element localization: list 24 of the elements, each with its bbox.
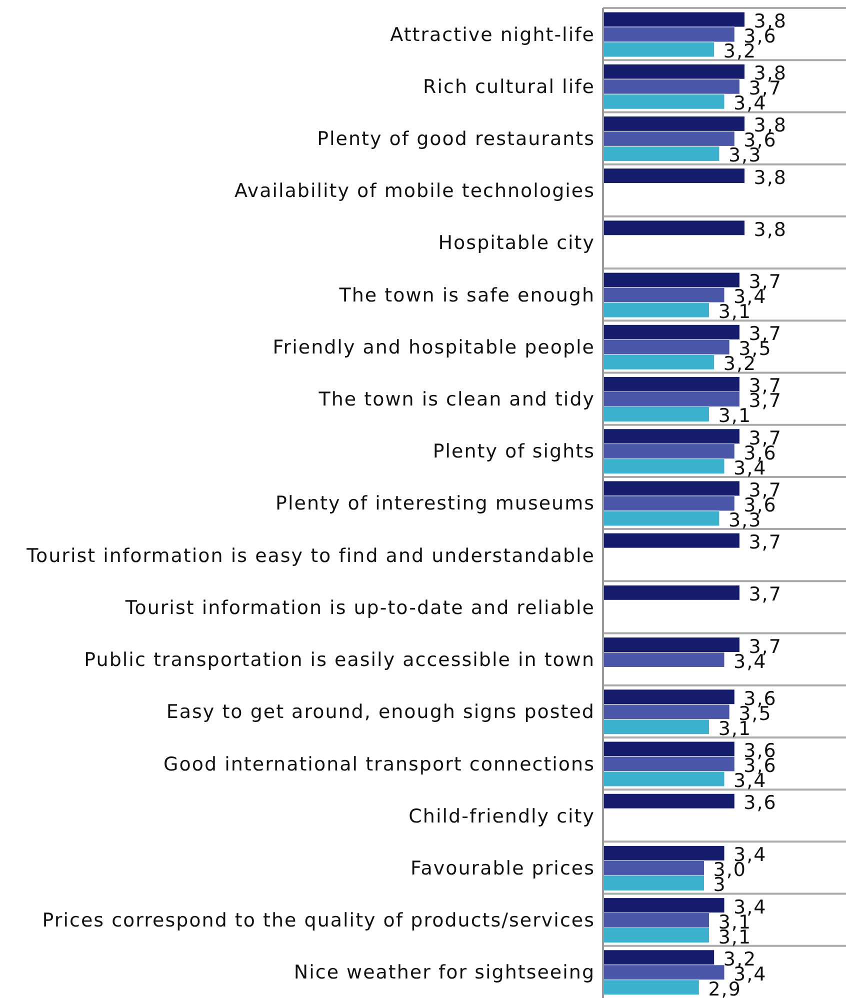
y-tick-label: Child-friendly city (408, 805, 595, 828)
data-label: 3,8 (754, 166, 787, 189)
y-tick-label: Availability of mobile technologies (234, 180, 595, 202)
y-tick-label: Tourist information is up-to-date and reliable (124, 596, 595, 619)
y-tick-label: Plenty of interesting museums (276, 492, 595, 515)
y-tick-label: Rich cultural life (423, 76, 595, 98)
data-label: 3,8 (754, 218, 787, 241)
data-label: 3,6 (744, 792, 777, 814)
y-tick-label: Prices correspond to the quality of products/services (42, 910, 595, 932)
data-label: 3,7 (748, 532, 782, 554)
y-tick-label: Tourist information is easy to find and understandable (26, 544, 595, 567)
y-tick-label: Hospitable city (438, 232, 595, 254)
y-tick-label: Good international transport connections (164, 753, 595, 776)
y-tick-label: Friendly and hospitable people (272, 336, 595, 358)
y-tick-label: Nice weather for sightseeing (294, 962, 595, 984)
y-tick-label: Favourable prices (410, 857, 595, 880)
y-tick-label: The town is safe enough (338, 284, 595, 306)
y-tick-label: Attractive night-life (390, 24, 595, 46)
data-label: 3,7 (748, 584, 782, 606)
y-tick-label: The town is clean and tidy (318, 388, 595, 411)
y-tick-label: Plenty of good restaurants (317, 128, 595, 150)
y-tick-label: Easy to get around, enough signs posted (166, 701, 595, 724)
y-tick-label: Plenty of sights (432, 440, 595, 463)
y-tick-label: Public transportation is easily accessible in town (84, 649, 595, 672)
